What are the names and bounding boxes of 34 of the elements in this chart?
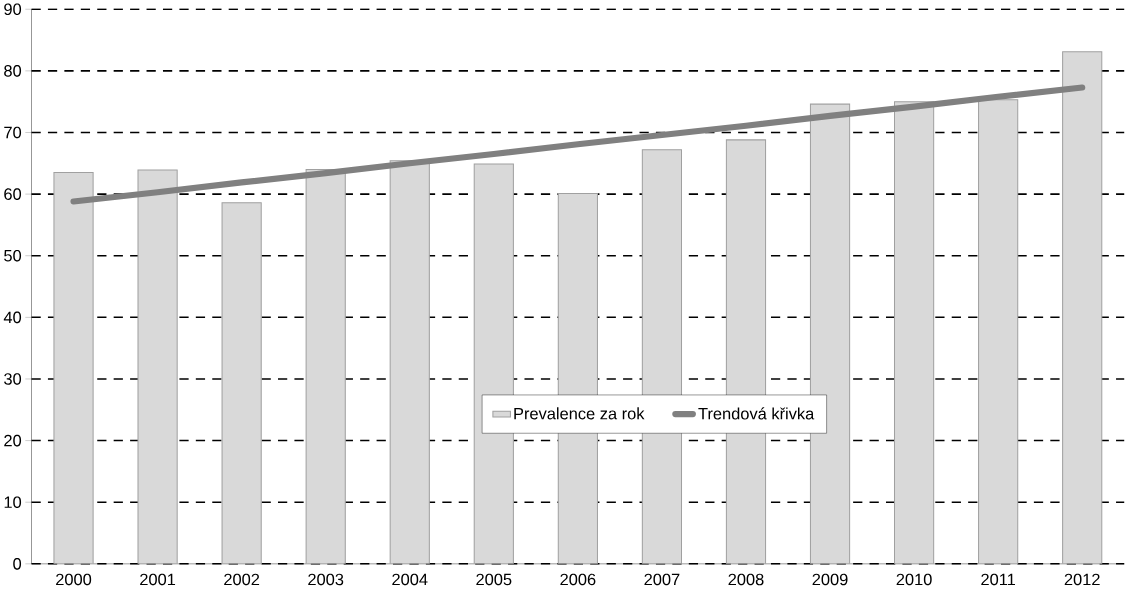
x-tick-label: 2002 xyxy=(224,573,260,586)
y-tick-label: 20 xyxy=(4,434,22,447)
x-tick-label: 2011 xyxy=(981,573,1015,586)
y-tick-label: 60 xyxy=(4,188,22,201)
bar xyxy=(137,169,178,564)
x-tick-label: 2000 xyxy=(56,573,92,586)
y-tick-label: 50 xyxy=(4,250,22,262)
x-tick-label: 2004 xyxy=(392,573,428,586)
bar xyxy=(389,160,430,564)
y-tick-label: 90 xyxy=(4,3,22,16)
bar xyxy=(221,202,262,564)
bar xyxy=(473,163,514,564)
y-tick-label: 30 xyxy=(4,373,22,385)
x-tick-label: 2008 xyxy=(728,573,764,586)
bar xyxy=(305,169,346,564)
legend-label: Prevalence za rok xyxy=(514,407,645,420)
legend-label: Trendová křivka xyxy=(698,407,815,420)
x-tick-label: 2009 xyxy=(812,573,848,586)
y-tick-label: 10 xyxy=(4,496,22,509)
x-tick-label: 2012 xyxy=(1064,573,1100,586)
x-tick-label: 2010 xyxy=(896,573,932,586)
x-tick-label: 2003 xyxy=(308,573,344,586)
x-tick-label: 2001 xyxy=(140,573,176,586)
bar xyxy=(53,172,94,564)
y-tick-label: 0 xyxy=(13,558,22,570)
x-tick-label: 2007 xyxy=(644,573,680,586)
bar xyxy=(1062,51,1103,564)
y-tick-label: 70 xyxy=(4,126,22,139)
x-tick-label: 2005 xyxy=(476,573,512,586)
bar xyxy=(893,101,935,564)
x-tick-label: 2006 xyxy=(560,573,596,586)
bar xyxy=(978,99,1019,564)
y-tick-label: 40 xyxy=(3,311,22,324)
y-tick-label: 80 xyxy=(4,65,22,77)
